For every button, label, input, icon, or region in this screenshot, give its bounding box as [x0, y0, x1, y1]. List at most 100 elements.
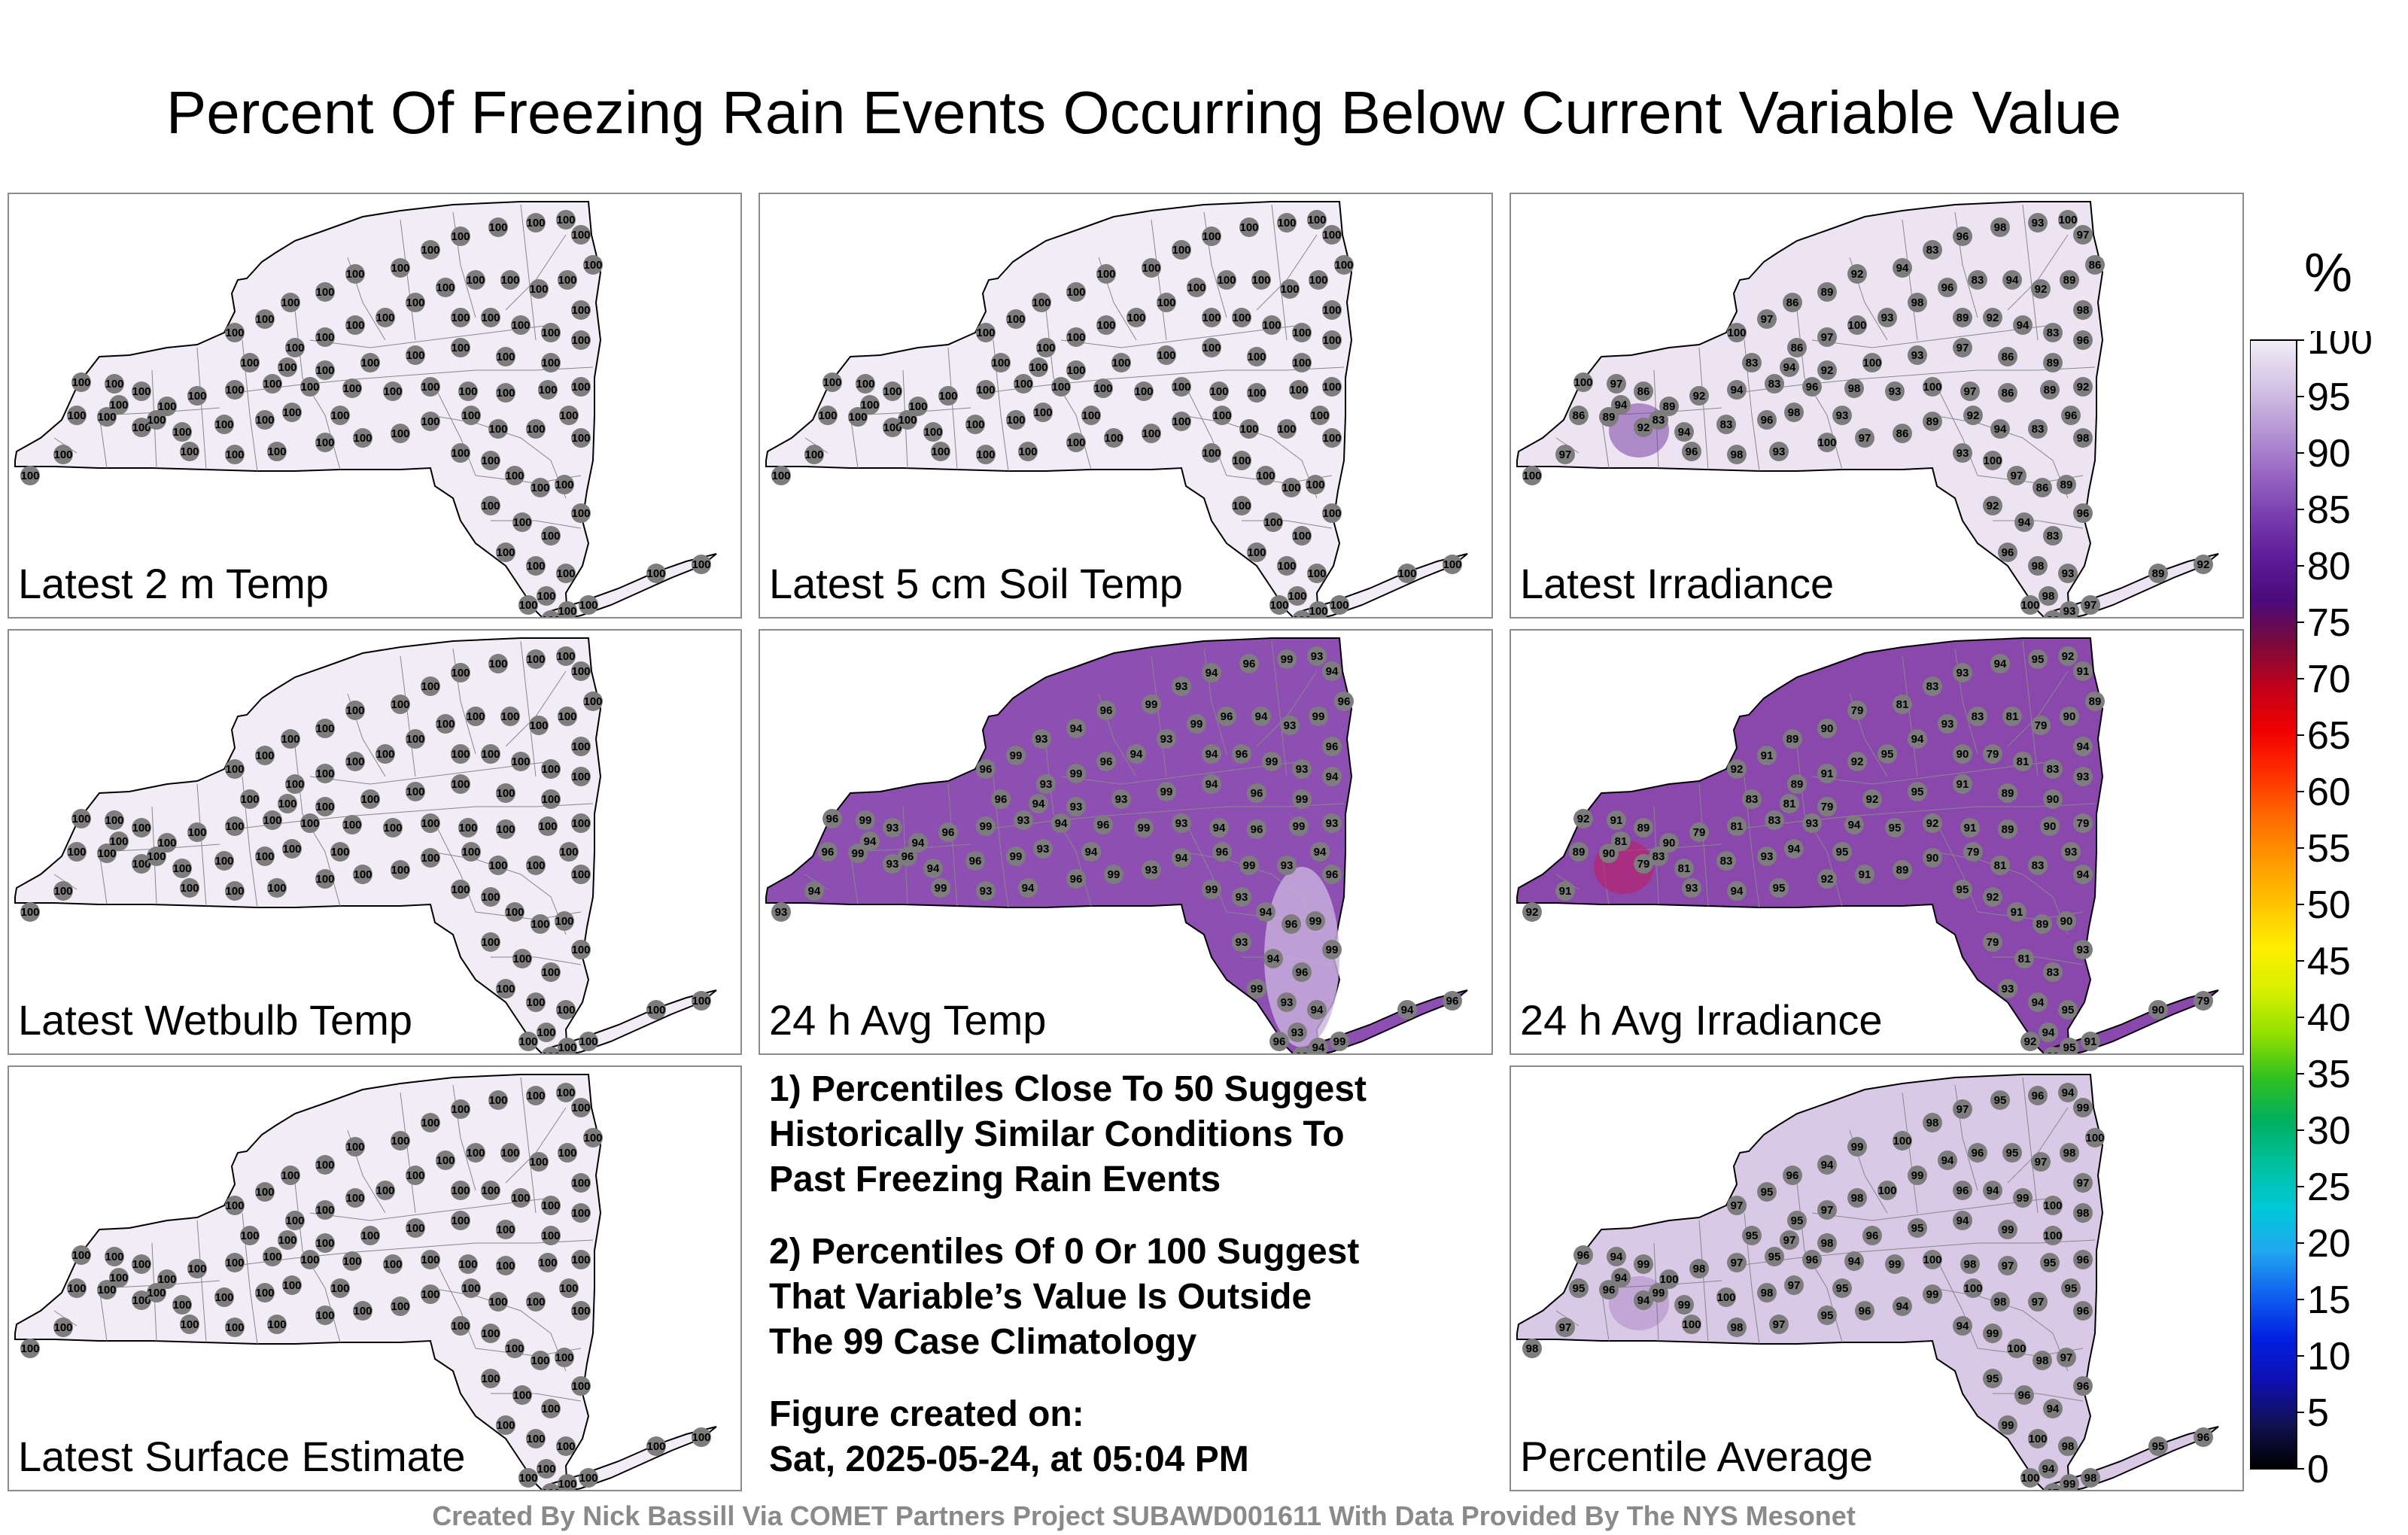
station-value: 91	[1821, 768, 1834, 780]
station-dot	[1126, 744, 1146, 764]
station-value: 94	[1956, 1320, 1969, 1333]
station-dot	[1292, 323, 1312, 342]
station-value: 89	[2036, 918, 2049, 931]
station-value: 98	[1693, 1263, 1706, 1275]
station-value: 89	[2047, 357, 2060, 369]
station-dot	[214, 1287, 234, 1307]
station-value: 83	[2047, 763, 2060, 776]
station-value: 100	[315, 873, 334, 886]
station-marker: 100	[526, 1429, 546, 1448]
station-value: 99	[1678, 1299, 1691, 1312]
station-dot	[526, 1086, 546, 1105]
station-dot	[1893, 424, 1912, 443]
county-borders	[430, 377, 582, 529]
station-dot	[1172, 377, 1191, 397]
station-dot	[1634, 818, 1653, 837]
station-marker: 100	[1322, 330, 1342, 350]
station-dot	[1765, 810, 1784, 830]
station-value: 100	[2043, 1230, 2062, 1242]
station-marker: 100	[1262, 315, 1282, 335]
station-dot	[923, 859, 943, 878]
station-value: 100	[579, 1035, 597, 1048]
station-marker: 100	[692, 991, 711, 1011]
station-dot	[1310, 406, 1330, 425]
station-value: 100	[187, 1263, 206, 1275]
station-value: 97	[2077, 1177, 2090, 1190]
station-marker: 100	[214, 851, 234, 871]
station-dot	[391, 1131, 410, 1150]
station-dot	[1908, 345, 1927, 365]
station-marker: 100	[315, 1233, 335, 1253]
colorbar-tick-label: 65	[2307, 714, 2351, 758]
county-borders	[1932, 377, 2084, 529]
station-dot	[300, 377, 320, 397]
station-marker: 100	[421, 412, 440, 431]
station-marker: 100	[571, 300, 591, 320]
station-dot	[2028, 419, 2048, 439]
station-dot	[1172, 412, 1191, 431]
station-dot	[1817, 1233, 1837, 1253]
station-dot	[860, 831, 880, 851]
station-value: 100	[263, 1251, 281, 1263]
station-value: 100	[511, 755, 530, 768]
station-value: 94	[864, 835, 877, 848]
station-marker: 100	[345, 1188, 365, 1208]
station-marker: 92	[1522, 902, 1542, 922]
station-dot	[1202, 744, 1221, 764]
station-dot	[1963, 1278, 1983, 1298]
station-dot	[1784, 1275, 1804, 1295]
station-value: 79	[1637, 858, 1650, 871]
station-value: 100	[571, 229, 590, 242]
station-dot	[481, 744, 500, 764]
station-marker: 100	[132, 418, 151, 437]
station-marker: 93	[1953, 663, 1972, 682]
station-dot	[2039, 586, 2058, 606]
station-value: 100	[1202, 447, 1221, 460]
station-marker: 93	[1172, 813, 1191, 833]
station-value: 94	[1401, 1004, 1414, 1017]
station-dot	[1006, 847, 1026, 866]
station-marker: 99	[2060, 1474, 2079, 1490]
station-dot	[976, 759, 996, 779]
station-marker: 100	[461, 1278, 481, 1298]
station-marker: 100	[97, 407, 117, 427]
station-value: 100	[1522, 470, 1541, 482]
station-dot	[225, 445, 245, 464]
station-value: 100	[225, 1321, 244, 1334]
station-marker: 100	[1573, 372, 1593, 392]
station-marker: 89	[1659, 397, 1679, 416]
station-value: 95	[1791, 1214, 1804, 1227]
station-dot	[571, 661, 591, 681]
station-marker: 100	[281, 1166, 300, 1185]
station-value: 95	[1821, 1309, 1834, 1322]
station-marker: 89	[2033, 914, 2052, 934]
station-marker: 90	[2040, 816, 2060, 836]
station-marker: 100	[315, 869, 335, 889]
station-value: 100	[406, 1222, 424, 1235]
station-value: 79	[1967, 846, 1980, 859]
station-marker: 97	[1555, 445, 1575, 464]
station-value: 99	[1326, 944, 1339, 956]
station-dot	[1998, 783, 2017, 803]
station-value: 100	[225, 384, 244, 397]
station-marker: 100	[488, 1090, 508, 1110]
station-marker: 100	[1066, 327, 1086, 347]
station-value: 100	[646, 1440, 665, 1453]
station-marker: 99	[931, 878, 950, 898]
station-dot	[1032, 293, 1051, 312]
station-marker: 100	[976, 445, 996, 464]
station-dot	[1202, 880, 1221, 899]
station-value: 100	[421, 1117, 439, 1129]
station-dot	[1006, 410, 1026, 430]
station-marker: 100	[300, 1250, 320, 1269]
station-value: 100	[1269, 599, 1288, 612]
station-marker: 99	[1006, 746, 1026, 765]
station-dot	[2058, 210, 2078, 229]
station-value: 91	[2084, 1035, 2097, 1048]
station-marker: 100	[692, 555, 711, 574]
station-value: 100	[466, 710, 485, 723]
station-marker: 79	[1963, 842, 1983, 862]
station-dot	[1817, 282, 1837, 302]
